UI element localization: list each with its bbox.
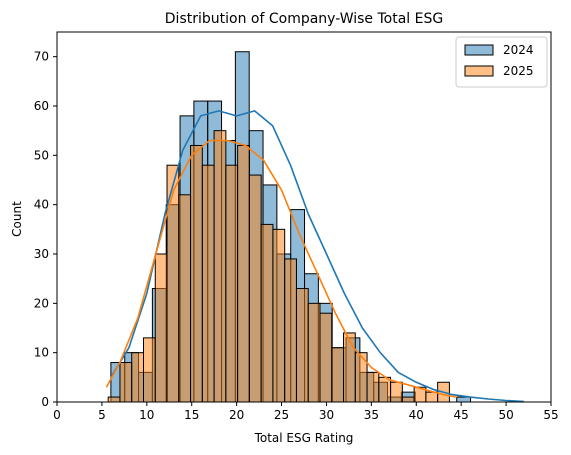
x-tick-label-40: 40 bbox=[409, 408, 424, 422]
x-tick-label-0: 0 bbox=[53, 408, 61, 422]
y-tick-label-20: 20 bbox=[34, 296, 49, 310]
bar-2024-25 bbox=[456, 396, 472, 403]
bar-2025-0 bbox=[107, 396, 121, 403]
x-tick-label-10: 10 bbox=[139, 408, 154, 422]
bar-2025-17 bbox=[307, 302, 321, 403]
y-tick-label-60: 60 bbox=[34, 99, 49, 113]
bar-2025-10 bbox=[225, 164, 239, 403]
bar-2025-18 bbox=[319, 312, 333, 403]
bar-2025-4 bbox=[154, 253, 168, 403]
y-axis: 0 10 20 30 40 50 60 70 bbox=[34, 50, 57, 409]
bar-2025-15 bbox=[284, 258, 297, 403]
bar-2025-2 bbox=[131, 352, 144, 403]
bar-2025-7 bbox=[190, 144, 203, 403]
x-tick-label-50: 50 bbox=[498, 408, 513, 422]
bar-2025-25 bbox=[401, 396, 415, 403]
bar-2025-24 bbox=[390, 381, 403, 403]
bar-2025-16 bbox=[295, 288, 309, 403]
bar-2025-8 bbox=[201, 164, 215, 403]
y-tick-label-40: 40 bbox=[34, 198, 49, 212]
bar-2025-6 bbox=[178, 194, 192, 403]
legend: 2024 2025 bbox=[455, 36, 548, 88]
bar-2025-27 bbox=[425, 391, 439, 403]
kde-line-2025 bbox=[105, 139, 457, 398]
bar-2025-19 bbox=[331, 347, 345, 403]
bar-2025-12 bbox=[248, 174, 262, 403]
plot-frame bbox=[56, 31, 552, 403]
x-tick-label-55: 55 bbox=[543, 408, 558, 422]
bar-2025-13 bbox=[260, 223, 274, 403]
x-tick-label-25: 25 bbox=[274, 408, 289, 422]
y-tick-label-70: 70 bbox=[34, 50, 49, 64]
bar-2025-22 bbox=[366, 371, 380, 403]
x-tick-label-15: 15 bbox=[184, 408, 199, 422]
bar-2025-14 bbox=[272, 228, 286, 403]
x-tick-label-20: 20 bbox=[229, 408, 244, 422]
legend-label-2025: 2025 bbox=[503, 64, 534, 78]
chart-title: Distribution of Company-Wise Total ESG bbox=[165, 11, 443, 27]
x-tick-label-30: 30 bbox=[319, 408, 334, 422]
y-tick-label-50: 50 bbox=[34, 148, 49, 162]
bar-2025-20 bbox=[343, 332, 356, 403]
x-tick-label-35: 35 bbox=[364, 408, 379, 422]
legend-label-2024: 2024 bbox=[503, 43, 534, 57]
bar-2025-1 bbox=[119, 362, 133, 403]
y-axis-label: Count bbox=[10, 201, 24, 237]
y-tick-label-0: 0 bbox=[41, 395, 49, 409]
bar-2025-3 bbox=[142, 337, 156, 403]
bar-2025-11 bbox=[237, 144, 250, 403]
y-tick-label-30: 30 bbox=[34, 247, 49, 261]
legend-swatch-2024 bbox=[464, 44, 494, 56]
x-tick-label-5: 5 bbox=[98, 408, 106, 422]
x-tick-label-45: 45 bbox=[454, 408, 469, 422]
bar-2025-9 bbox=[213, 130, 227, 403]
kde-curves bbox=[105, 110, 525, 403]
legend-swatch-2025 bbox=[464, 65, 494, 77]
kde-line-2024 bbox=[110, 110, 525, 403]
x-axis: 0 5 10 15 20 25 30 35 40 45 50 55 bbox=[53, 402, 559, 422]
y-tick-label-10: 10 bbox=[34, 346, 49, 360]
series-2025-bars bbox=[107, 130, 450, 403]
x-axis-label: Total ESG Rating bbox=[254, 431, 354, 445]
bar-2025-23 bbox=[378, 376, 392, 403]
